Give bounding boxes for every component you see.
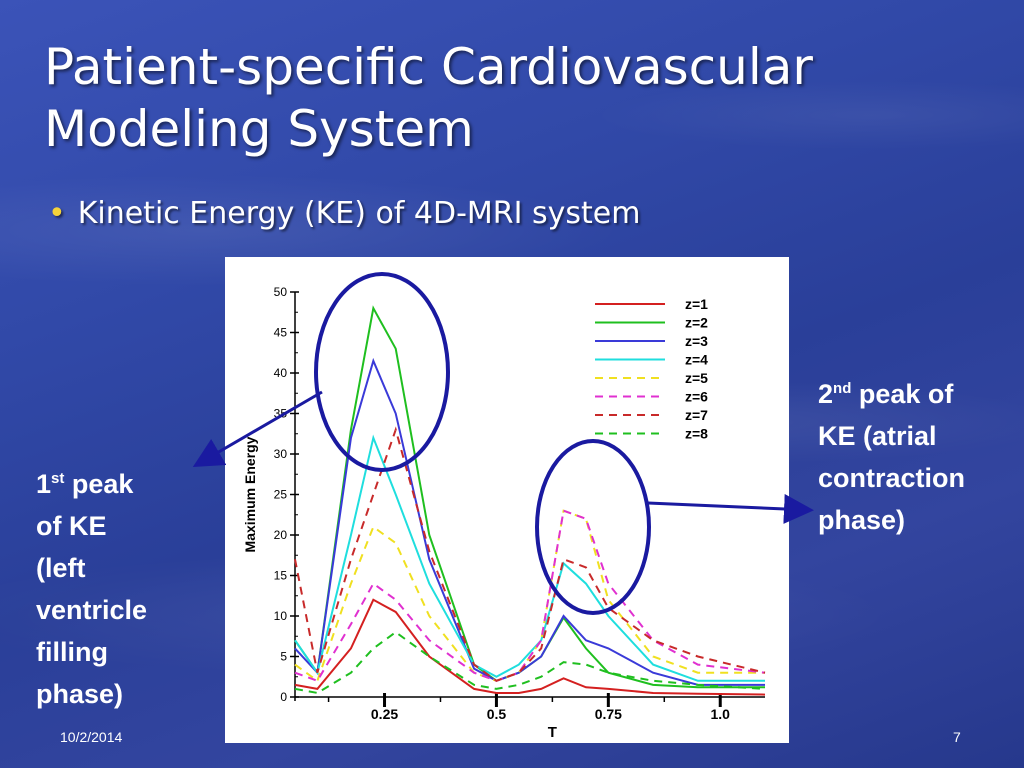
y-tick-label: 15 (274, 569, 288, 583)
y-tick-label: 40 (274, 366, 288, 380)
y-tick-label: 30 (274, 447, 288, 461)
y-tick-label: 35 (274, 407, 288, 421)
y-tick-label: 0 (280, 690, 287, 704)
bullet-item: • Kinetic Energy (KE) of 4D-MRI system (48, 196, 640, 231)
x-axis-label: T (548, 724, 557, 741)
bullet-text: Kinetic Energy (KE) of 4D-MRI system (77, 196, 641, 231)
page-number: 7 (953, 729, 961, 745)
note-first-peak-line-6: phase) (36, 679, 124, 709)
plot-panel: 0 5 10 15 20 25 30 35 40 45 50 0.25 0.5 0.75 1.0 T Maxim… (225, 257, 789, 743)
x-tick-label: 0.25 (371, 706, 398, 722)
y-tick-label: 25 (274, 488, 288, 502)
note-second-peak-line-1: 2nd peak of (818, 379, 954, 409)
series-line-z7 (294, 426, 766, 682)
note-second-peak-line-3: contraction (818, 463, 966, 493)
legend-label-z1: z=1 (685, 296, 708, 312)
series-line-z6 (294, 509, 766, 683)
y-tick-label: 10 (274, 609, 288, 623)
legend-label-z4: z=4 (685, 352, 708, 368)
note-first-peak-line-1: 1st peak (36, 469, 134, 499)
note-second-peak: 2nd peak of KE (atrial contraction phase… (818, 368, 965, 541)
legend-label-z3: z=3 (685, 333, 708, 349)
note-first-peak: 1st peak of KE (left ventricle filling p… (36, 458, 147, 715)
note-first-peak-line-5: filling (36, 637, 108, 667)
x-tick-label: 0.5 (487, 706, 507, 722)
note-first-peak-line-2: of KE (36, 511, 107, 541)
series-line-z8 (294, 630, 766, 695)
note-second-peak-line-4: phase) (818, 505, 906, 535)
note-first-peak-line-3: (left (36, 553, 86, 583)
legend-label-z2: z=2 (685, 315, 708, 331)
y-tick-label: 50 (274, 285, 288, 299)
y-axis-label: Maximum Energy (242, 436, 258, 552)
series-line-z4 (294, 434, 765, 682)
legend-label-z7: z=7 (685, 407, 708, 423)
legend-label-z5: z=5 (685, 370, 708, 386)
x-tick-label: 1.0 (711, 706, 731, 722)
bullet-dot-icon: • (48, 196, 66, 231)
y-tick-label: 20 (274, 528, 288, 542)
title-line-2: Modeling System (44, 100, 474, 158)
slide-title: Patient-specific Cardiovascular Modeling… (44, 36, 944, 160)
series-line-z1 (294, 598, 766, 696)
footer-date: 10/2/2014 (60, 729, 123, 745)
legend-label-z6: z=6 (685, 389, 708, 405)
x-tick-label: 0.75 (595, 706, 622, 722)
line-chart: 0 5 10 15 20 25 30 35 40 45 50 0.25 0.5 0.75 1.0 T Maxim… (242, 285, 766, 741)
note-first-peak-line-4: ventricle (36, 595, 148, 625)
y-tick-label: 45 (274, 326, 288, 340)
legend-label-z8: z=8 (685, 426, 708, 442)
y-tick-label: 5 (280, 650, 287, 664)
note-second-peak-line-2: KE (atrial (818, 421, 937, 451)
title-line-1: Patient-specific Cardiovascular (44, 38, 813, 96)
